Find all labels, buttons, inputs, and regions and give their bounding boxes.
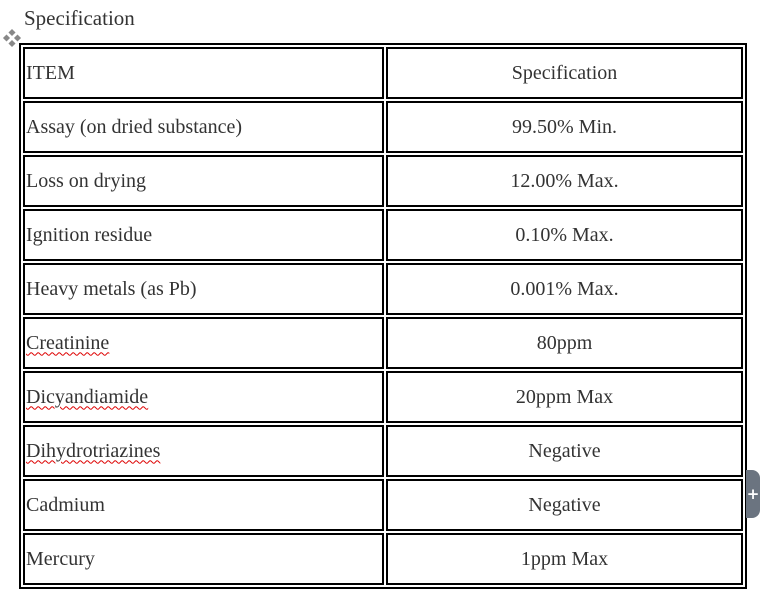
item-cell[interactable]: Cadmium <box>23 479 384 531</box>
move-handle-icon[interactable] <box>2 28 22 48</box>
item-text: Ignition residue <box>26 223 153 246</box>
table-row: Ignition residue 0.10% Max. <box>23 209 743 261</box>
table-row: Cadmium Negative <box>23 479 743 531</box>
item-text: Assay (on dried substance) <box>26 115 243 138</box>
item-text: Mercury <box>26 547 95 570</box>
plus-icon: + <box>746 485 760 503</box>
table-header-row: ITEM Specification <box>23 47 743 99</box>
item-text: Dihydrotriazines <box>26 439 161 462</box>
table-row: Dihydrotriazines Negative <box>23 425 743 477</box>
spec-cell[interactable]: 1ppm Max <box>386 533 743 585</box>
spec-cell[interactable]: 12.00% Max. <box>386 155 743 207</box>
spec-cell[interactable]: 80ppm <box>386 317 743 369</box>
table-row: Dicyandiamide 20ppm Max <box>23 371 743 423</box>
item-text: Heavy metals (as Pb) <box>26 277 197 300</box>
table-row: Assay (on dried substance) 99.50% Min. <box>23 101 743 153</box>
item-cell[interactable]: Creatinine <box>23 317 384 369</box>
item-text: Dicyandiamide <box>26 385 149 408</box>
item-cell[interactable]: Loss on drying <box>23 155 384 207</box>
item-cell[interactable]: Dicyandiamide <box>23 371 384 423</box>
item-text: Creatinine <box>26 331 110 354</box>
spec-cell[interactable]: Negative <box>386 425 743 477</box>
header-spec[interactable]: Specification <box>386 47 743 99</box>
item-cell[interactable]: Heavy metals (as Pb) <box>23 263 384 315</box>
table-row: Mercury 1ppm Max <box>23 533 743 585</box>
item-cell[interactable]: Dihydrotriazines <box>23 425 384 477</box>
specification-table: ITEM Specification Assay (on dried subst… <box>19 43 747 589</box>
item-cell[interactable]: Ignition residue <box>23 209 384 261</box>
item-cell[interactable]: Mercury <box>23 533 384 585</box>
header-item[interactable]: ITEM <box>23 47 384 99</box>
add-column-button[interactable]: + <box>746 470 760 518</box>
item-text: Cadmium <box>26 493 105 516</box>
spec-cell[interactable]: Negative <box>386 479 743 531</box>
spec-cell[interactable]: 0.10% Max. <box>386 209 743 261</box>
spec-cell[interactable]: 99.50% Min. <box>386 101 743 153</box>
table-row: Heavy metals (as Pb) 0.001% Max. <box>23 263 743 315</box>
table-row: Creatinine 80ppm <box>23 317 743 369</box>
item-cell[interactable]: Assay (on dried substance) <box>23 101 384 153</box>
item-text: Loss on drying <box>26 169 146 192</box>
spec-cell[interactable]: 0.001% Max. <box>386 263 743 315</box>
section-title: Specification <box>24 6 135 30</box>
spec-cell[interactable]: 20ppm Max <box>386 371 743 423</box>
table-row: Loss on drying 12.00% Max. <box>23 155 743 207</box>
